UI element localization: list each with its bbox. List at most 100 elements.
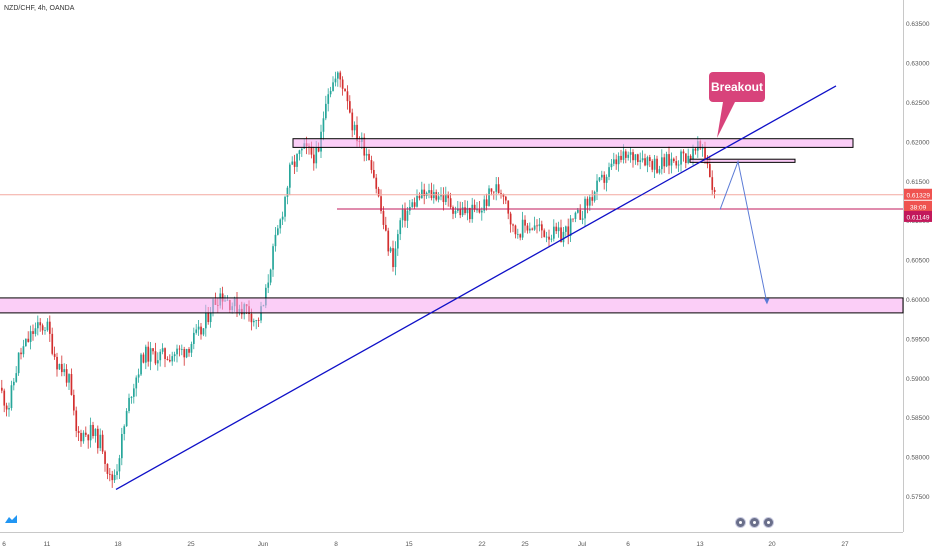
candle-body — [613, 159, 615, 164]
x-tick-label: Jun — [258, 541, 269, 548]
candle-body — [445, 194, 447, 203]
candle-body — [113, 474, 116, 481]
y-tick-label: 0.60000 — [906, 297, 930, 304]
candle-body — [334, 78, 337, 83]
candle-body — [637, 154, 639, 162]
candle-body — [713, 189, 716, 192]
candle-body — [464, 207, 466, 214]
candle-body — [437, 196, 440, 200]
x-tick-label: Jul — [578, 541, 587, 548]
candle-body — [603, 174, 606, 183]
x-tick-label: 27 — [841, 541, 849, 548]
candle-body — [490, 188, 493, 192]
candle-body — [133, 388, 135, 397]
candle-body — [593, 191, 596, 201]
candle-body — [473, 204, 476, 210]
candle-body — [1, 387, 3, 391]
event-icon[interactable] — [735, 517, 746, 528]
candle-body — [65, 369, 68, 383]
candle-body — [589, 197, 591, 206]
candle-body — [193, 332, 195, 344]
candles-layer — [1, 70, 716, 488]
candle-body — [51, 333, 54, 354]
candle-body — [197, 326, 200, 330]
candle-body — [521, 219, 524, 238]
candle-body — [99, 434, 102, 449]
candle-body — [488, 188, 490, 206]
x-tick-label: 18 — [114, 541, 122, 548]
candle-body — [505, 196, 507, 201]
candle-body — [32, 331, 34, 334]
level-price-tag — [904, 210, 932, 222]
candle-body — [553, 226, 555, 239]
candle-body — [389, 248, 392, 252]
candle-body — [663, 157, 666, 167]
candle-body — [476, 209, 478, 211]
candle-body — [339, 72, 342, 80]
candle-body — [63, 369, 66, 373]
candle-body — [620, 155, 622, 160]
candle-body — [562, 231, 565, 243]
candle-body — [560, 227, 562, 243]
candle-body — [541, 224, 543, 231]
candle-body — [579, 209, 582, 220]
candle-body — [668, 154, 670, 166]
candle-body — [591, 197, 594, 201]
event-icon[interactable] — [749, 517, 760, 528]
candle-body — [8, 408, 10, 410]
candle-body — [649, 157, 651, 162]
event-icon[interactable] — [763, 517, 774, 528]
candle-body — [413, 202, 416, 207]
candle-body — [80, 432, 82, 442]
countdown-tag — [904, 200, 932, 212]
candle-body — [406, 210, 409, 221]
x-tick-label: 13 — [696, 541, 704, 548]
candle-body — [274, 234, 277, 247]
candle-body — [205, 313, 207, 329]
candle-body — [284, 196, 286, 217]
candle-body — [394, 248, 397, 268]
candle-body — [298, 150, 301, 155]
x-tick-label: 25 — [187, 541, 195, 548]
candle-body — [526, 225, 529, 231]
candle-body — [370, 160, 373, 170]
candle-body — [709, 164, 711, 178]
y-tick-label: 0.58500 — [906, 415, 930, 422]
candle-body — [44, 330, 46, 332]
candle-body — [677, 164, 680, 166]
candle-body — [135, 377, 138, 389]
candle-body — [365, 153, 368, 156]
candle-body — [73, 394, 75, 411]
candle-body — [627, 154, 630, 158]
candle-body — [101, 434, 104, 452]
candle-body — [92, 424, 94, 437]
candle-body — [711, 177, 714, 190]
candle-body — [325, 103, 327, 119]
candle-body — [25, 338, 27, 347]
candle-body — [385, 224, 387, 231]
candle-body — [471, 204, 474, 220]
candle-body — [682, 151, 685, 154]
candle-body — [116, 471, 118, 475]
candle-body — [673, 158, 675, 162]
candle-body — [478, 209, 481, 213]
candle-body — [13, 381, 15, 386]
candle-body — [457, 208, 459, 211]
candle-body — [157, 360, 159, 364]
candle-body — [41, 325, 44, 331]
projection-path — [719, 159, 768, 304]
candle-body — [356, 124, 358, 142]
candle-body — [82, 432, 85, 442]
y-tick-label: 0.57500 — [906, 494, 930, 501]
projection-arrowhead — [764, 298, 770, 305]
candle-body — [46, 321, 49, 331]
candle-body — [34, 328, 37, 334]
candle-body — [625, 151, 627, 158]
y-tick-label: 0.58000 — [906, 455, 930, 462]
candle-body — [572, 218, 574, 220]
x-tick-label: 11 — [44, 541, 51, 548]
candle-body — [524, 219, 526, 226]
candle-body — [548, 236, 550, 240]
candle-body — [329, 90, 332, 95]
